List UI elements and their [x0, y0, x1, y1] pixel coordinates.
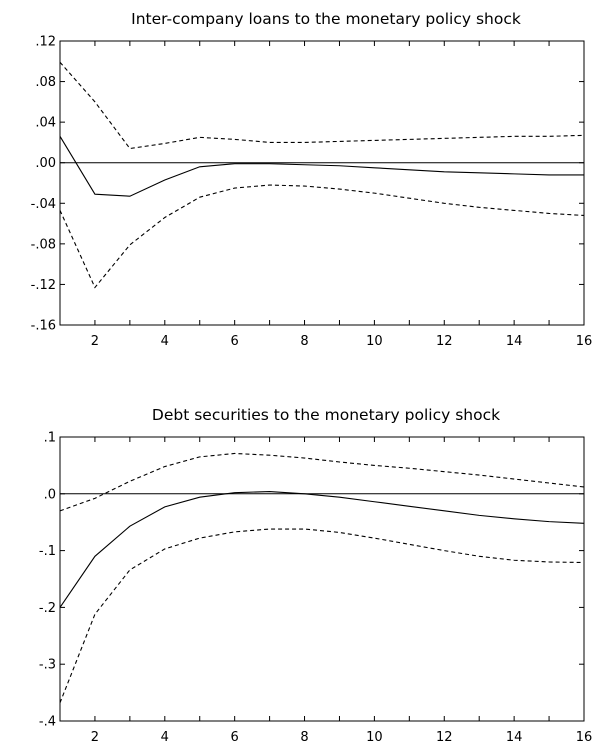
x-tick-label: 4 — [161, 730, 169, 745]
y-tick-label: .1 — [44, 431, 56, 446]
x-tick-label: 6 — [231, 730, 239, 745]
y-tick-label: .00 — [35, 156, 56, 171]
upper-confidence-band — [59, 452, 585, 512]
chart-title: Debt securities to the monetary policy s… — [152, 406, 500, 424]
chart-panel-1: Inter-company loans to the monetary poli… — [31, 10, 593, 349]
lower-confidence-band — [59, 528, 585, 704]
y-tick-label: -.16 — [31, 319, 56, 334]
y-tick-label: .04 — [35, 116, 56, 131]
response-line — [59, 136, 584, 197]
x-tick-label: 4 — [161, 334, 169, 349]
y-tick-label: -.1 — [39, 544, 56, 559]
y-tick-label: -.4 — [39, 715, 56, 730]
y-tick-label: -.08 — [31, 237, 56, 252]
lower-confidence-band — [59, 184, 585, 289]
response-line — [59, 490, 585, 608]
x-tick-label: 16 — [576, 730, 593, 745]
y-tick-label: .08 — [35, 75, 56, 90]
x-tick-label: 10 — [366, 730, 383, 745]
x-tick-label: 16 — [576, 334, 593, 349]
y-tick-label: .0 — [44, 487, 56, 502]
y-tick-label: -.3 — [39, 658, 56, 673]
x-tick-label: 6 — [231, 334, 239, 349]
y-tick-label: -.12 — [31, 278, 56, 293]
y-tick-label: -.04 — [31, 197, 56, 212]
x-tick-label: 10 — [366, 334, 383, 349]
x-tick-label: 2 — [91, 730, 99, 745]
y-tick-label: -.2 — [39, 601, 56, 616]
chart-title: Inter-company loans to the monetary poli… — [131, 10, 521, 28]
x-tick-label: 8 — [300, 730, 308, 745]
chart-panel-2: Debt securities to the monetary policy s… — [39, 406, 592, 745]
x-tick-label: 12 — [436, 730, 453, 745]
x-tick-label: 2 — [91, 334, 99, 349]
x-tick-label: 14 — [506, 334, 523, 349]
y-tick-label: .12 — [35, 35, 56, 50]
x-tick-label: 8 — [300, 334, 308, 349]
plot-frame — [59, 436, 585, 722]
plot-frame — [59, 40, 585, 326]
x-tick-label: 14 — [506, 730, 523, 745]
x-tick-label: 12 — [436, 334, 453, 349]
upper-confidence-band — [59, 61, 585, 150]
